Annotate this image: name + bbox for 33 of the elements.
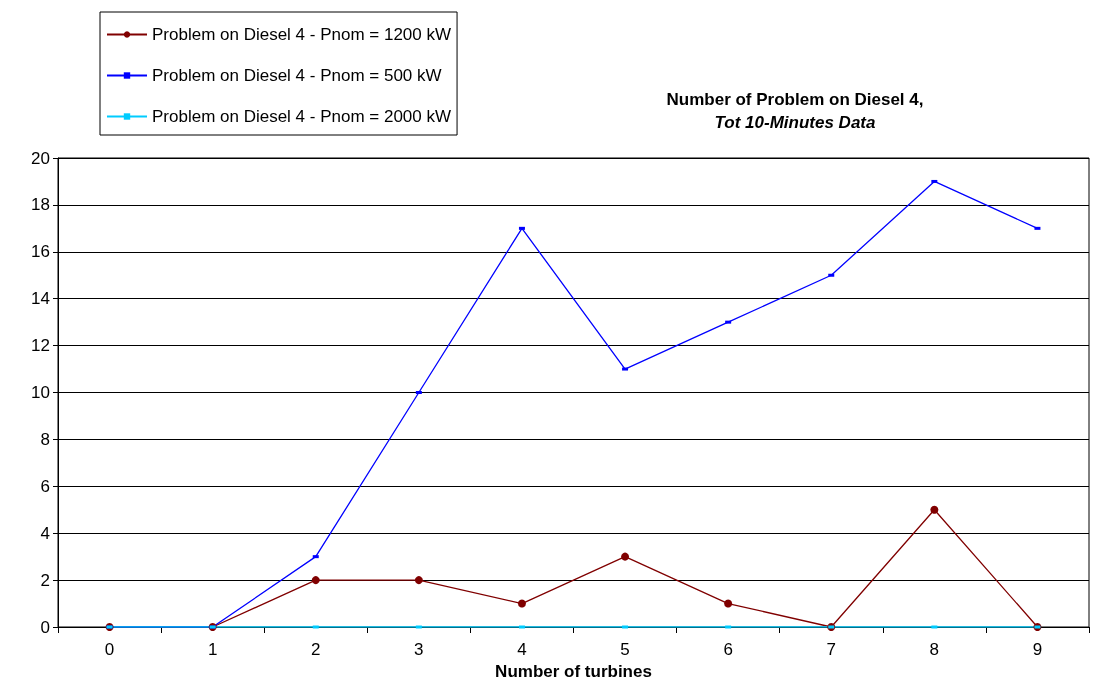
point (311, 576, 320, 585)
y-tick-label: 4 (40, 523, 50, 543)
y-tick-label: 2 (40, 570, 50, 590)
x-tick-label: 7 (826, 640, 836, 659)
x-tick-label: 8 (929, 640, 940, 659)
x-tick-label: 6 (723, 640, 733, 659)
legend-label: Problem on Diesel 4 - Pnom = 1200 kW (152, 25, 452, 44)
legend-label: Problem on Diesel 4 - Pnom = 2000 kW (152, 107, 452, 126)
x-tick-label: 0 (104, 640, 115, 659)
point (414, 576, 423, 585)
y-tick-label: 12 (31, 336, 50, 356)
y-tick-label: 20 (31, 148, 50, 168)
x-tick-label: 1 (207, 640, 218, 659)
point (621, 552, 630, 561)
x-tick-label: 5 (620, 640, 630, 659)
point (724, 599, 733, 608)
x-tick-label: 3 (414, 640, 424, 659)
y-tick-label: 6 (40, 476, 50, 496)
y-tick-label: 18 (31, 195, 50, 215)
point (930, 505, 939, 514)
chart-subtitle: Tot 10-Minutes Data (714, 113, 876, 132)
x-axis-title: Number of turbines (495, 661, 652, 681)
legend-label: Problem on Diesel 4 - Pnom = 500 kW (152, 66, 442, 85)
x-tick-label: 2 (311, 640, 321, 659)
x-tick-label: 4 (517, 640, 527, 659)
y-tick-label: 10 (31, 383, 50, 402)
point (517, 599, 526, 608)
chart-title: Number of Problem on Diesel 4, (666, 90, 924, 109)
y-tick-label: 16 (31, 242, 50, 262)
y-tick-label: 14 (31, 289, 50, 309)
y-tick-label: 8 (40, 429, 50, 449)
x-tick-label: 9 (1032, 640, 1043, 659)
y-tick-label: 0 (40, 617, 50, 637)
